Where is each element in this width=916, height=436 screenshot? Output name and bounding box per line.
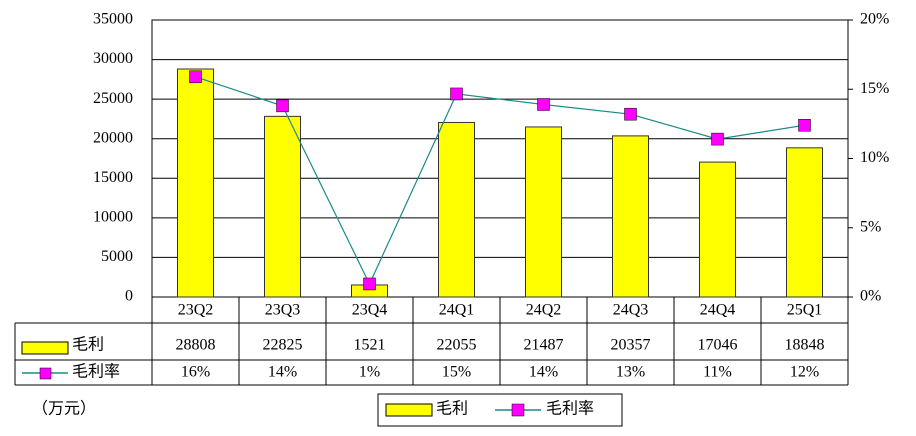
rate-line — [195, 76, 805, 286]
legend-key — [385, 403, 433, 417]
x-tick-label: 23Q2 — [178, 302, 214, 319]
rate-marker — [798, 119, 811, 132]
plot-border — [151, 19, 849, 298]
rate-marker — [711, 132, 724, 146]
legend-key — [39, 367, 52, 380]
y-tick-label: 20000 — [93, 129, 133, 146]
x-tick-label: 25Q1 — [787, 302, 823, 319]
table-value: 12% — [790, 364, 819, 381]
table-value: 1521 — [354, 337, 386, 354]
bar — [525, 126, 562, 298]
table-value: 13% — [616, 364, 645, 381]
table-value: 17046 — [698, 337, 738, 354]
bar — [699, 161, 736, 298]
table-value: 11% — [703, 364, 732, 381]
rate-marker — [363, 277, 376, 291]
unit-label: （万元） — [32, 400, 96, 418]
legend-key — [511, 403, 525, 417]
bar — [438, 121, 475, 298]
table-value: 22055 — [437, 337, 477, 354]
y-tick-label: 30000 — [93, 50, 133, 67]
table-value: 28808 — [176, 337, 216, 354]
bar — [612, 135, 649, 298]
table-value: 14% — [268, 364, 297, 381]
bar — [264, 115, 301, 298]
table-value: 15% — [442, 364, 471, 381]
y2-tick-label: 0% — [860, 288, 881, 305]
y2-tick-label: 5% — [860, 218, 881, 235]
table-value: 14% — [529, 364, 558, 381]
x-tick-label: 24Q4 — [700, 302, 736, 319]
y-tick-label: 10000 — [93, 209, 133, 226]
x-tick-label: 23Q3 — [265, 302, 301, 319]
rate-marker — [189, 70, 202, 84]
y-tick-label: 25000 — [93, 90, 133, 107]
y2-tick-label: 15% — [860, 80, 889, 97]
legend-label: 毛利 — [436, 400, 468, 418]
y-tick-label: 15000 — [93, 169, 133, 186]
x-tick-label: 23Q4 — [352, 302, 388, 319]
bar — [786, 147, 823, 298]
rate-marker — [276, 99, 289, 113]
y-tick-label: 5000 — [101, 248, 133, 265]
y-tick-label: 35000 — [93, 11, 133, 28]
table-value: 20357 — [611, 337, 651, 354]
bar — [177, 68, 214, 298]
y-tick-label: 0 — [125, 288, 133, 305]
x-tick-label: 24Q3 — [613, 302, 649, 319]
table-value: 1% — [359, 364, 380, 381]
table-value: 21487 — [524, 337, 564, 354]
table-value: 18848 — [785, 337, 825, 354]
rate-marker — [624, 107, 637, 121]
legend-key — [21, 341, 69, 355]
table-row-header: 毛利率 — [72, 363, 120, 381]
y2-tick-label: 10% — [860, 149, 889, 166]
rate-marker — [537, 98, 550, 111]
x-tick-label: 24Q1 — [439, 302, 475, 319]
table-value: 22825 — [263, 337, 303, 354]
y2-tick-label: 20% — [860, 11, 889, 28]
table-row-header: 毛利 — [72, 336, 104, 354]
rate-marker — [450, 87, 463, 101]
table-value: 16% — [181, 364, 210, 381]
x-tick-label: 24Q2 — [526, 302, 562, 319]
legend-label: 毛利率 — [546, 400, 594, 418]
